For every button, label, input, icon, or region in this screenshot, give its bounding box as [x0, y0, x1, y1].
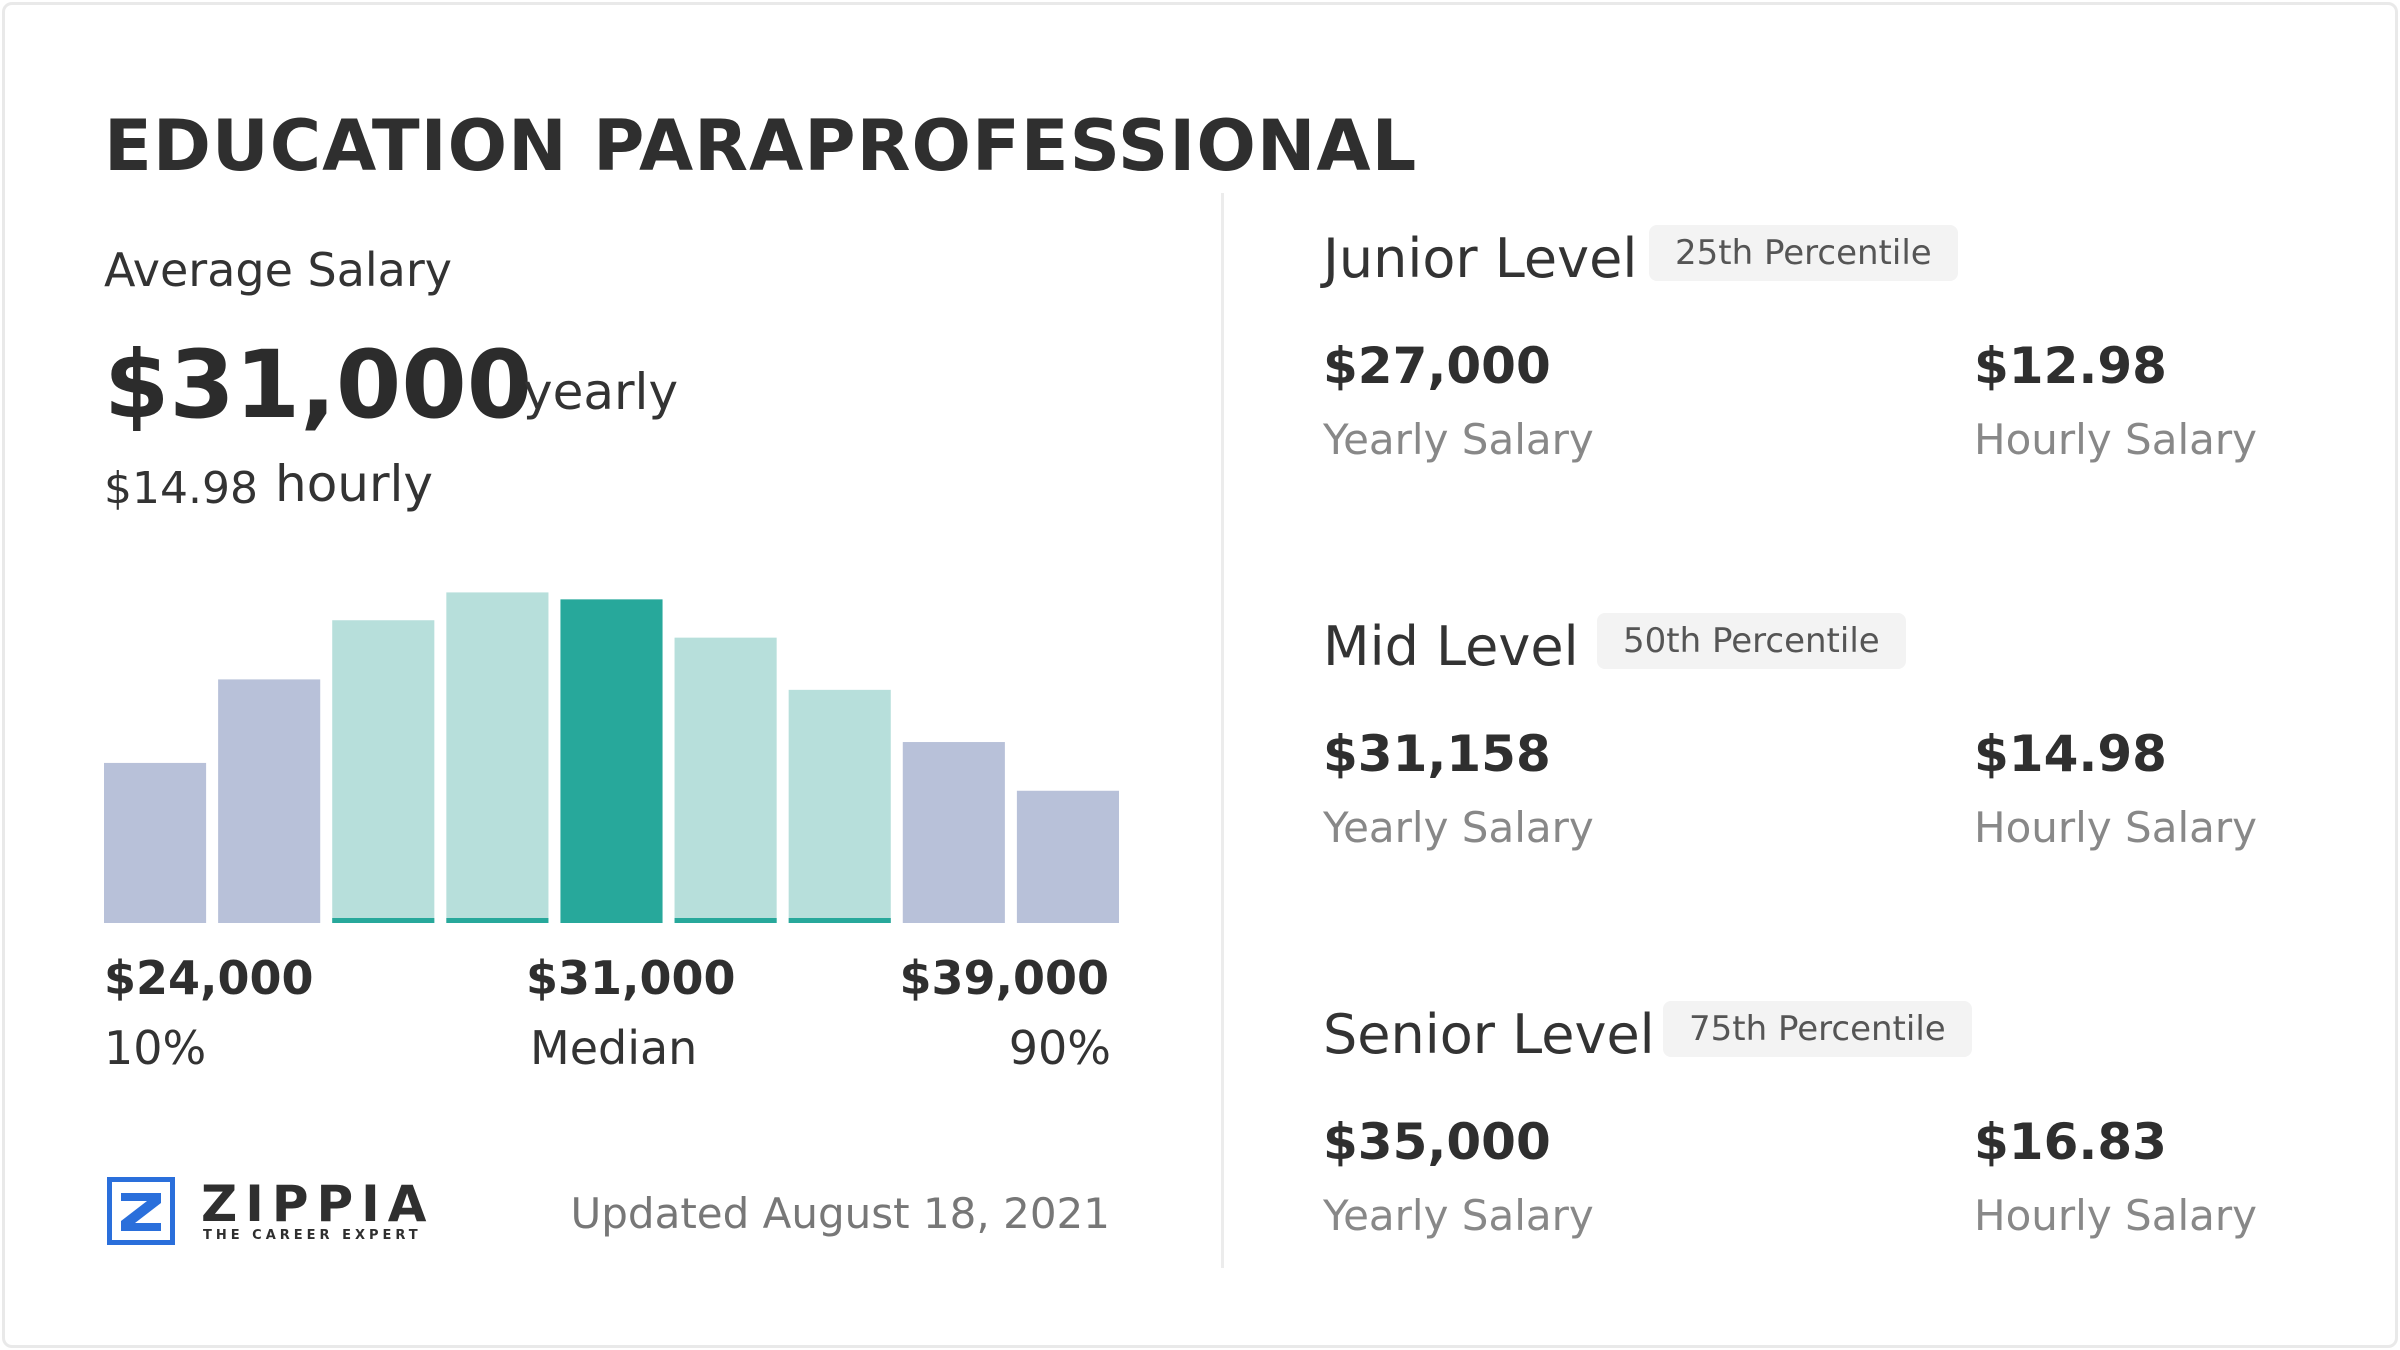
percentile-badge: 25th Percentile [1649, 225, 1958, 281]
histogram-bar-underline-4 [446, 918, 549, 923]
level-yearly-value: $31,158 [1323, 725, 1551, 783]
histogram-bar-8 [902, 742, 1005, 923]
brand-name: ZIPPIA [201, 1175, 435, 1233]
average-yearly-value: $31,000 [104, 331, 533, 440]
histogram-bar-5 [560, 599, 663, 923]
average-hourly-unit: hourly [275, 455, 434, 513]
histogram-bar-underline-7 [788, 918, 891, 923]
brand-tagline: THE CAREER EXPERT [203, 1228, 422, 1243]
level-hourly-label: Hourly Salary [1974, 1191, 2257, 1240]
tick-high-value: $39,000 [899, 951, 1109, 1005]
page-title: EDUCATION PARAPROFESSIONAL [104, 105, 1418, 187]
level-yearly-label: Yearly Salary [1323, 415, 1594, 464]
average-salary-label: Average Salary [104, 243, 453, 297]
histogram-bar-3 [332, 620, 435, 923]
level-yearly-value: $35,000 [1323, 1113, 1551, 1171]
column-divider [1221, 193, 1224, 1268]
updated-date: Updated August 18, 2021 [570, 1189, 1110, 1238]
level-name: Senior Level [1323, 1003, 1655, 1066]
tick-median-value: $31,000 [526, 951, 736, 1005]
level-yearly-value: $27,000 [1323, 337, 1551, 395]
histogram-bar-underline-6 [674, 918, 777, 923]
average-hourly-value: $14.98 [104, 463, 258, 514]
salary-distribution-chart [104, 592, 1119, 923]
percentile-badge: 50th Percentile [1597, 613, 1906, 669]
level-hourly-label: Hourly Salary [1974, 415, 2257, 464]
level-yearly-label: Yearly Salary [1323, 803, 1594, 852]
tick-low-percentile: 10% [104, 1021, 207, 1075]
average-yearly-unit: yearly [523, 363, 679, 421]
zippia-logo-icon [107, 1177, 175, 1245]
tick-median-label: Median [530, 1021, 698, 1075]
histogram-bar-4 [446, 592, 549, 923]
level-hourly-value: $16.83 [1974, 1113, 2167, 1171]
level-name: Mid Level [1323, 615, 1579, 678]
histogram-bar-1 [104, 762, 207, 923]
histogram-bar-6 [674, 637, 777, 923]
tick-high-percentile: 90% [1008, 1021, 1111, 1075]
percentile-badge: 75th Percentile [1663, 1001, 1972, 1057]
level-hourly-value: $14.98 [1974, 725, 2167, 783]
level-hourly-value: $12.98 [1974, 337, 2167, 395]
tick-low-value: $24,000 [104, 951, 314, 1005]
histogram-bar-2 [218, 679, 321, 923]
histogram-bar-underline-3 [332, 918, 435, 923]
level-hourly-label: Hourly Salary [1974, 803, 2257, 852]
level-yearly-label: Yearly Salary [1323, 1191, 1594, 1240]
histogram-bar-7 [788, 689, 891, 923]
level-name: Junior Level [1323, 227, 1638, 290]
histogram-bar-9 [1016, 790, 1119, 923]
